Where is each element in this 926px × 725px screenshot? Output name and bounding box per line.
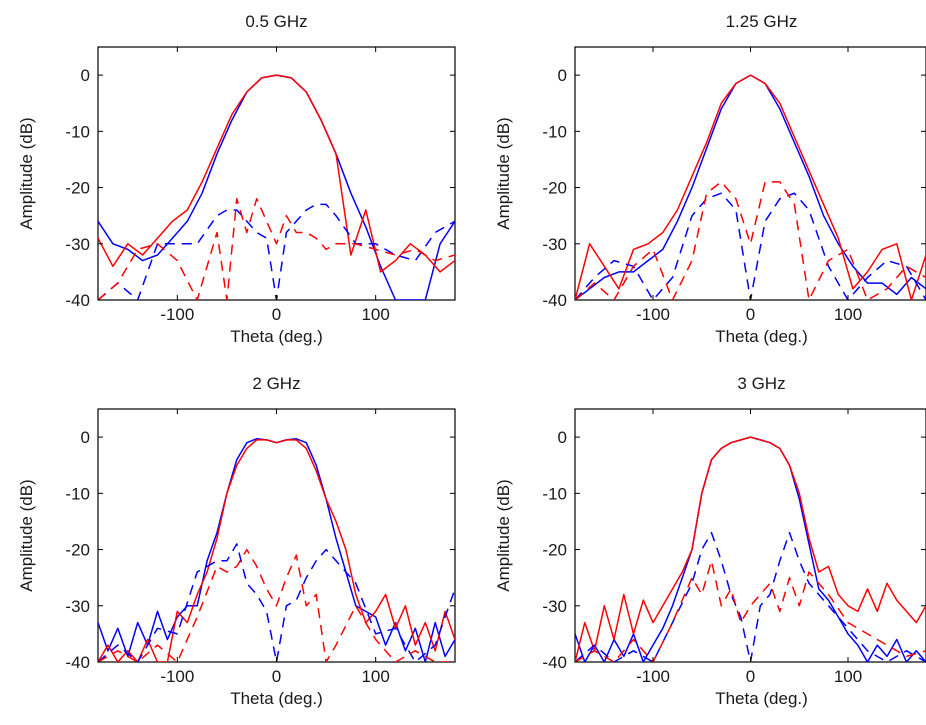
y-tick-label: -20 — [65, 179, 90, 198]
series-line-3-dashed — [98, 543, 455, 662]
y-tick-label: -40 — [65, 291, 90, 310]
y-tick-label: -10 — [542, 122, 567, 141]
subplot-4: -100 0 100 0 -10 -20 -30 -40 3 GHz Theta (deg.) Am… — [494, 374, 926, 708]
y-tick-label: 0 — [558, 428, 567, 447]
y-tick-label: -20 — [542, 179, 567, 198]
x-tick-label: 100 — [361, 667, 389, 686]
x-tick-label: 0 — [272, 667, 281, 686]
subplot-3: -100 0 100 0 -10 -20 -30 -40 2 GHz Theta (deg.) Am… — [17, 374, 456, 708]
subplot-title: 1.25 GHz — [726, 12, 798, 31]
y-tick-label: 0 — [81, 66, 90, 85]
y-tick-label: -30 — [65, 597, 90, 616]
x-tick-label: 100 — [834, 305, 862, 324]
x-tick-label: 100 — [361, 305, 389, 324]
series-line-2-solid — [575, 74, 926, 300]
x-tick-label: -100 — [160, 667, 194, 686]
y-tick-label: -20 — [65, 541, 90, 560]
y-axis-label: Amplitude (dB) — [17, 479, 36, 591]
y-tick-label: -40 — [65, 653, 90, 672]
y-tick-label: -30 — [65, 235, 90, 254]
x-axis-label: Theta (deg.) — [230, 689, 323, 708]
x-axis-label: Theta (deg.) — [715, 327, 808, 346]
x-tick-label: -100 — [636, 667, 670, 686]
series-line-3-dashed — [575, 192, 926, 300]
y-tick-label: -40 — [542, 291, 567, 310]
axes-frame — [574, 408, 926, 663]
x-tick-label: 0 — [746, 305, 755, 324]
series-line-3-dashed — [98, 203, 455, 300]
x-tick-label: -100 — [160, 305, 194, 324]
axes-frame — [97, 408, 456, 663]
y-tick-label: -40 — [542, 653, 567, 672]
y-tick-label: -10 — [65, 122, 90, 141]
subplot-title: 3 GHz — [737, 374, 785, 393]
x-axis-label: Theta (deg.) — [715, 689, 808, 708]
y-tick-label: -30 — [542, 597, 567, 616]
y-tick-label: -20 — [542, 541, 567, 560]
x-tick-label: -100 — [636, 305, 670, 324]
x-axis-label: Theta (deg.) — [230, 327, 323, 346]
series-line-2-solid — [575, 436, 926, 662]
y-axis-label: Amplitude (dB) — [494, 117, 513, 229]
series-group — [575, 74, 926, 300]
series-group — [98, 438, 455, 662]
axes-frame — [574, 46, 926, 301]
subplot-2: -100 0 100 0 -10 -20 -30 -40 1.25 GHz Theta (deg.… — [494, 12, 926, 346]
series-group — [575, 436, 926, 662]
subplot-1: -100 0 100 0 -10 -20 -30 -40 0.5 GHz Theta (deg.)… — [17, 12, 456, 346]
series-line-2-solid — [98, 74, 455, 273]
y-axis-label: Amplitude (dB) — [17, 117, 36, 229]
x-tick-label: 100 — [834, 667, 862, 686]
series-line-4-dashed — [575, 560, 926, 662]
series-line-4-dashed — [98, 548, 455, 662]
y-tick-label: 0 — [558, 66, 567, 85]
series-group — [98, 74, 455, 300]
y-tick-label: -30 — [542, 235, 567, 254]
y-tick-label: -10 — [542, 484, 567, 503]
y-axis-label: Amplitude (dB) — [494, 479, 513, 591]
y-tick-label: -10 — [65, 484, 90, 503]
y-tick-label: 0 — [81, 428, 90, 447]
subplot-title: 2 GHz — [252, 374, 300, 393]
x-tick-label: 0 — [272, 305, 281, 324]
series-line-4-dashed — [98, 198, 455, 300]
subplot-title: 0.5 GHz — [245, 12, 307, 31]
x-tick-label: 0 — [746, 667, 755, 686]
axes-frame — [97, 46, 456, 301]
